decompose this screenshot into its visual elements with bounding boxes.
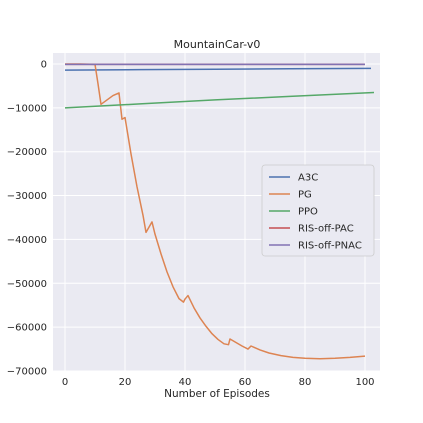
x-axis-ticks: 0 20 40 60 80 100: [62, 377, 375, 388]
legend-box: [261, 164, 375, 257]
y-tick-label: −30000: [7, 191, 47, 202]
chart-title: MountainCar-v0: [174, 38, 261, 51]
x-tick-label: 40: [179, 377, 192, 388]
y-tick-label: −10000: [7, 103, 47, 114]
legend-label: PG: [298, 190, 312, 201]
legend-label: PPO: [298, 207, 318, 218]
x-tick-label: 20: [119, 377, 132, 388]
x-tick-label: 60: [239, 377, 252, 388]
y-tick-label: −60000: [7, 323, 47, 334]
y-axis-ticks: 0 −10000 −20000 −30000 −40000 −50000 −60000 −70…: [7, 59, 47, 377]
series-line-ppo: [64, 91, 375, 109]
y-tick-label: −70000: [7, 367, 47, 378]
legend-label: RIS-off-PNAC: [298, 241, 362, 252]
x-tick-label: 0: [62, 377, 68, 388]
legend: A3C PG PPO RIS-off-PAC RIS-off-PNAC: [261, 164, 375, 257]
legend-label: RIS-off-PAC: [298, 224, 354, 235]
x-tick-label: 100: [355, 377, 374, 388]
x-tick-label: 80: [299, 377, 312, 388]
y-tick-label: 0: [41, 59, 47, 70]
series-line-pg: [65, 63, 366, 360]
series-line-a3c: [64, 67, 372, 71]
y-tick-label: −40000: [7, 235, 47, 246]
legend-label: A3C: [298, 173, 318, 184]
y-tick-label: −50000: [7, 279, 47, 290]
x-axis-label: Number of Episodes: [164, 388, 270, 400]
series-lines: [64, 63, 375, 360]
y-tick-label: −20000: [7, 147, 47, 158]
